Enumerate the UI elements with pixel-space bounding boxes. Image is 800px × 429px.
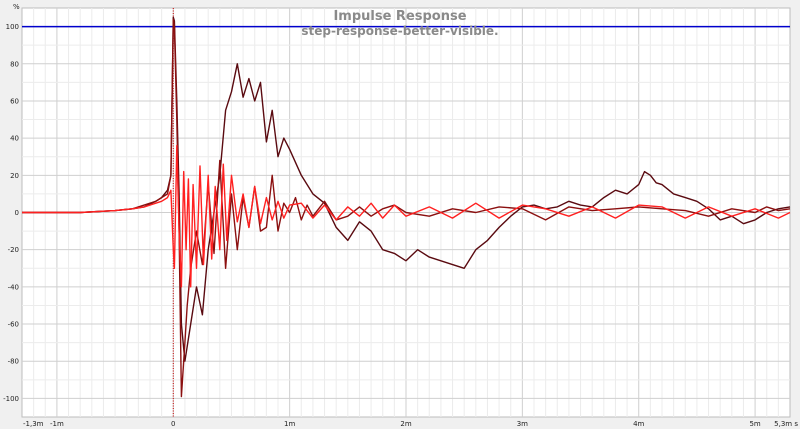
x-tick-label: -1,3m bbox=[23, 420, 44, 428]
y-tick-label: 40 bbox=[10, 135, 19, 143]
y-tick-label: 0 bbox=[15, 209, 19, 217]
y-tick-label: -20 bbox=[8, 246, 19, 254]
x-tick-label: -1m bbox=[50, 420, 64, 428]
y-axis-ticks: 100 80 60 40 20 0 -20 -40 -60 -80 -100 bbox=[3, 23, 19, 403]
chart-title: Impulse Response bbox=[333, 9, 466, 24]
x-tick-label: 5m bbox=[749, 420, 760, 428]
y-tick-label: -80 bbox=[8, 358, 19, 366]
y-tick-label: -40 bbox=[8, 283, 19, 291]
series-line-3 bbox=[22, 144, 791, 288]
x-tick-label: 5,3m s bbox=[774, 420, 798, 428]
series-lines bbox=[22, 16, 791, 398]
chart-subtitle: step-response-better-visible. bbox=[301, 24, 498, 38]
y-tick-label: 20 bbox=[10, 172, 19, 180]
y-axis-unit-label: % bbox=[13, 3, 20, 11]
reference-lines bbox=[22, 8, 790, 417]
x-tick-label: 1m bbox=[284, 420, 295, 428]
x-tick-label: 0 bbox=[171, 420, 175, 428]
x-tick-label: 3m bbox=[517, 420, 528, 428]
y-tick-label: 80 bbox=[10, 60, 19, 68]
x-axis-ticks: -1,3m -1m 0 1m 2m 3m 4m 5m 5,3m s bbox=[23, 420, 798, 428]
x-tick-label: 2m bbox=[400, 420, 411, 428]
x-tick-label: 4m bbox=[633, 420, 644, 428]
y-tick-label: 60 bbox=[10, 97, 19, 105]
series-line-1 bbox=[22, 16, 791, 362]
y-tick-label: -100 bbox=[3, 395, 19, 403]
y-tick-label: 100 bbox=[6, 23, 19, 31]
series-line-2 bbox=[22, 18, 791, 398]
y-tick-label: -60 bbox=[8, 321, 19, 329]
